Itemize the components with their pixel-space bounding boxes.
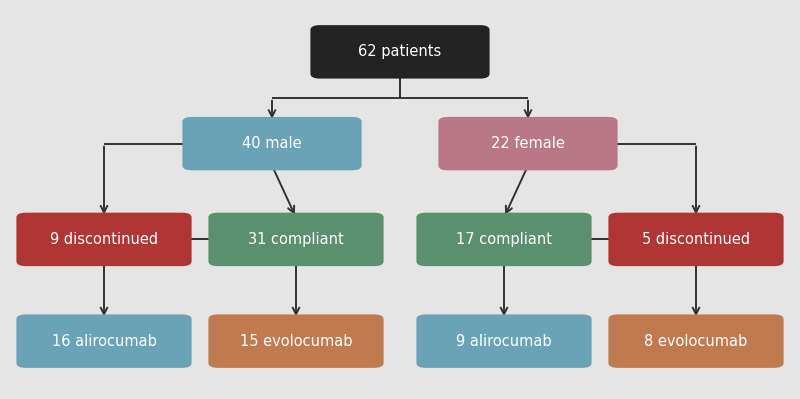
- Text: 16 alirocumab: 16 alirocumab: [51, 334, 157, 349]
- FancyBboxPatch shape: [182, 117, 362, 170]
- FancyBboxPatch shape: [438, 117, 618, 170]
- Text: 9 alirocumab: 9 alirocumab: [456, 334, 552, 349]
- FancyBboxPatch shape: [17, 213, 192, 266]
- Text: 17 compliant: 17 compliant: [456, 232, 552, 247]
- FancyBboxPatch shape: [310, 25, 490, 79]
- FancyBboxPatch shape: [608, 213, 783, 266]
- FancyBboxPatch shape: [17, 314, 192, 368]
- Text: 22 female: 22 female: [491, 136, 565, 151]
- Text: 9 discontinued: 9 discontinued: [50, 232, 158, 247]
- Text: 62 patients: 62 patients: [358, 44, 442, 59]
- FancyBboxPatch shape: [416, 213, 591, 266]
- Text: 5 discontinued: 5 discontinued: [642, 232, 750, 247]
- Text: 40 male: 40 male: [242, 136, 302, 151]
- FancyBboxPatch shape: [608, 314, 783, 368]
- Text: 8 evolocumab: 8 evolocumab: [644, 334, 748, 349]
- Text: 15 evolocumab: 15 evolocumab: [240, 334, 352, 349]
- Text: 31 compliant: 31 compliant: [248, 232, 344, 247]
- FancyBboxPatch shape: [416, 314, 591, 368]
- FancyBboxPatch shape: [208, 314, 384, 368]
- FancyBboxPatch shape: [208, 213, 384, 266]
